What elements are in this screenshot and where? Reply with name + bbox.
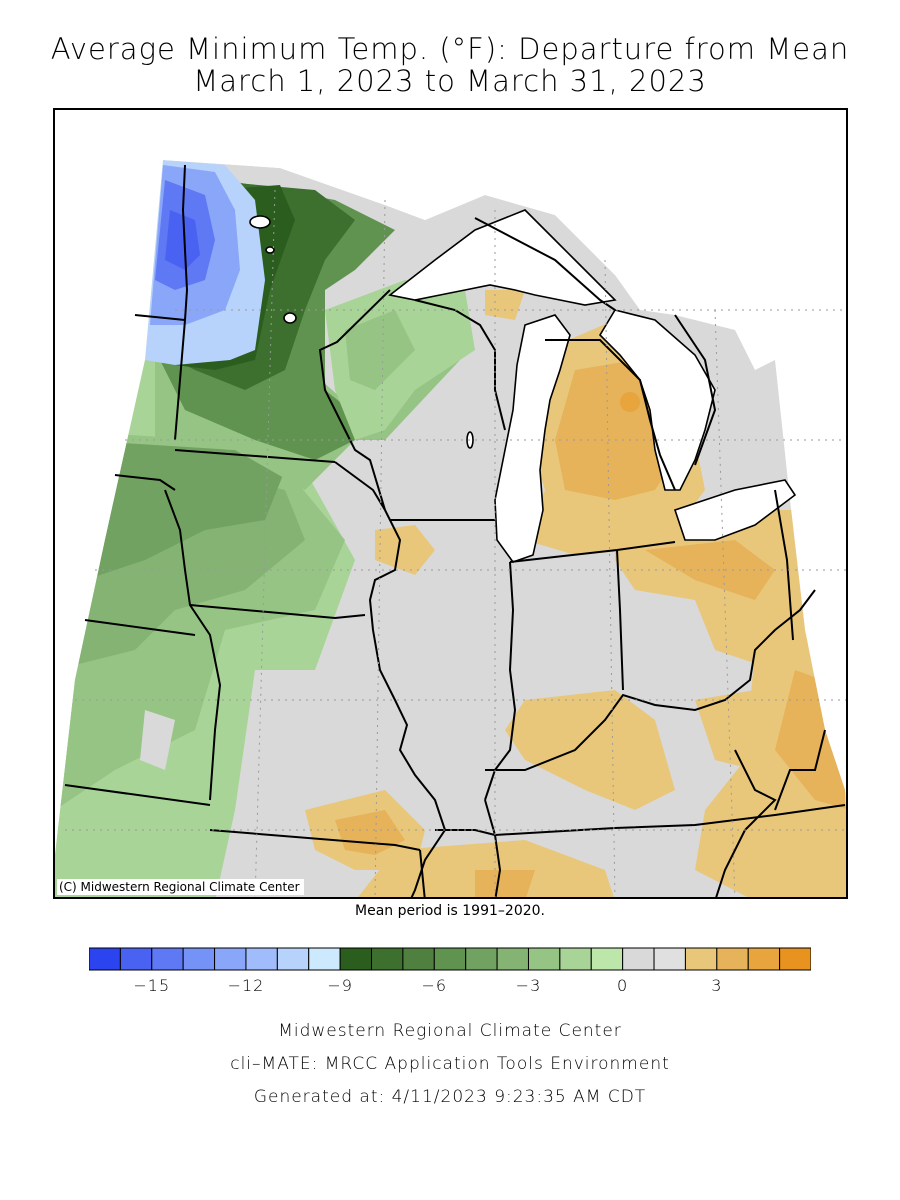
legend-swatch bbox=[779, 947, 811, 971]
legend-swatch bbox=[433, 947, 467, 971]
temperature-departure-map bbox=[55, 110, 846, 897]
legend-swatch bbox=[527, 947, 561, 971]
map-title-line1: Average Minimum Temp. (°F): Departure fr… bbox=[50, 32, 850, 66]
legend-tick-label: −15 bbox=[133, 976, 171, 995]
legend-swatch bbox=[339, 947, 373, 971]
map-frame: (C) Midwestern Regional Climate Center bbox=[53, 108, 848, 899]
legend-swatch bbox=[684, 947, 718, 971]
legend-swatch bbox=[653, 947, 686, 971]
legend-swatch bbox=[151, 947, 184, 971]
legend-swatch bbox=[89, 947, 121, 971]
legend-tick-label: −3 bbox=[515, 976, 542, 995]
great-lakes bbox=[249, 209, 797, 563]
footer-tool: cli–MATE: MRCC Application Tools Environ… bbox=[230, 1054, 670, 1074]
legend-swatch bbox=[747, 947, 781, 971]
state-borders bbox=[64, 164, 846, 897]
legend-tick-label: 3 bbox=[711, 976, 723, 995]
legend-tick-label: −6 bbox=[421, 976, 448, 995]
footer-generated: Generated at: 4/11/2023 9:23:35 AM CDT bbox=[253, 1087, 647, 1107]
legend-swatch bbox=[622, 947, 655, 971]
legend-swatch bbox=[496, 947, 529, 971]
mean-period-note: Mean period is 1991–2020. bbox=[355, 903, 545, 919]
legend-swatch bbox=[716, 947, 749, 971]
legend-swatch bbox=[590, 947, 624, 971]
legend-tick-label: 0 bbox=[617, 976, 629, 995]
legend-swatch bbox=[276, 947, 310, 971]
legend-swatch bbox=[559, 947, 592, 971]
map-copyright: (C) Midwestern Regional Climate Center bbox=[57, 879, 304, 895]
legend-swatch bbox=[182, 947, 216, 971]
color-legend bbox=[89, 947, 811, 971]
graticule bbox=[65, 189, 846, 897]
legend-swatch bbox=[371, 947, 404, 971]
legend-swatch bbox=[465, 947, 498, 971]
legend-tick-label: −9 bbox=[327, 976, 353, 995]
legend-swatch bbox=[308, 947, 341, 971]
map-title-line2: March 1, 2023 to March 31, 2023 bbox=[193, 64, 707, 98]
legend-tick-label: −12 bbox=[227, 976, 265, 995]
legend-ticks: −15 −12 −9 −6 −3 0 3 bbox=[89, 976, 811, 1000]
legend-swatch bbox=[402, 947, 435, 971]
legend-swatch bbox=[214, 947, 247, 971]
legend-swatch bbox=[119, 947, 153, 971]
legend-swatch bbox=[245, 947, 278, 971]
footer-org: Midwestern Regional Climate Center bbox=[278, 1021, 622, 1041]
